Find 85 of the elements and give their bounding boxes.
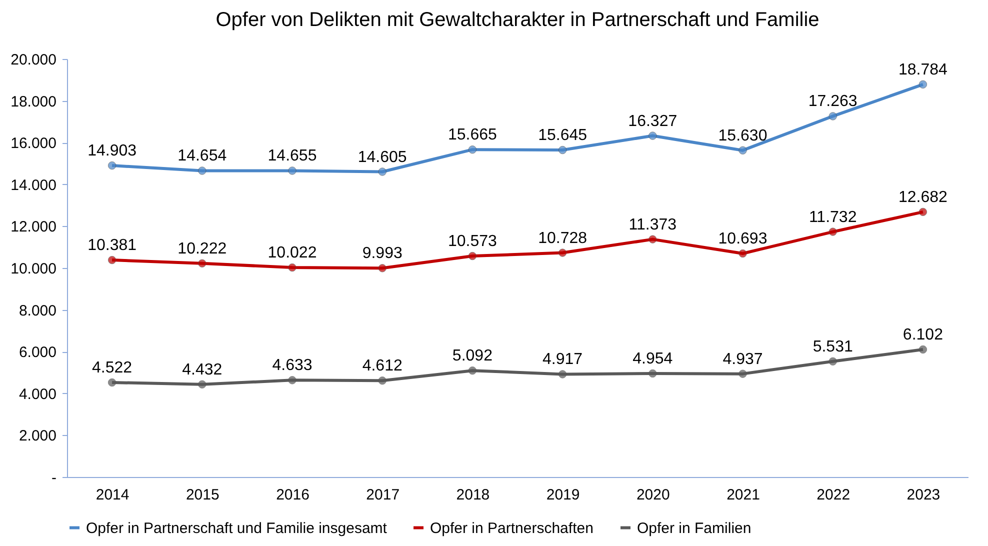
y-tick-label: 4.000 bbox=[18, 386, 56, 403]
point bbox=[378, 264, 386, 272]
y-tick-label: 18.000 bbox=[10, 93, 56, 110]
data-label: 4.954 bbox=[632, 350, 673, 368]
point bbox=[108, 256, 116, 264]
data-label: 4.917 bbox=[542, 351, 583, 368]
x-tick-label: 2018 bbox=[456, 486, 490, 504]
point bbox=[738, 249, 747, 258]
point bbox=[378, 376, 386, 385]
data-label: 10.573 bbox=[448, 233, 498, 250]
y-tick-label: - bbox=[52, 470, 56, 486]
point bbox=[828, 228, 837, 236]
data-label: 10.222 bbox=[178, 240, 227, 258]
x-tick-label: 2014 bbox=[96, 486, 130, 504]
x-tick-label: 2022 bbox=[816, 486, 850, 504]
x-tick-label: 2016 bbox=[276, 486, 310, 504]
data-label: 4.633 bbox=[272, 357, 312, 374]
point bbox=[108, 161, 116, 170]
data-label: 14.655 bbox=[268, 148, 317, 165]
data-label: 4.612 bbox=[362, 358, 402, 375]
point bbox=[558, 370, 567, 378]
data-label: 15.665 bbox=[448, 126, 498, 144]
point bbox=[468, 252, 477, 260]
point bbox=[468, 366, 477, 375]
point bbox=[918, 80, 928, 89]
point bbox=[558, 146, 567, 154]
point bbox=[558, 248, 567, 257]
x-tick-label: 2015 bbox=[186, 486, 220, 504]
point bbox=[918, 208, 928, 216]
data-label: 11.732 bbox=[808, 208, 857, 226]
point bbox=[108, 378, 116, 387]
data-label: 4.937 bbox=[722, 350, 763, 368]
x-tick-label: 2020 bbox=[636, 486, 670, 504]
point bbox=[738, 370, 747, 378]
y-tick-label: 12.000 bbox=[10, 218, 56, 236]
point bbox=[648, 369, 657, 378]
point bbox=[288, 263, 296, 272]
y-tick-label: 8.000 bbox=[18, 302, 56, 320]
point bbox=[198, 166, 206, 175]
data-label: 11.373 bbox=[628, 216, 677, 234]
point bbox=[198, 380, 206, 388]
data-label: 18.784 bbox=[898, 61, 948, 78]
point bbox=[918, 345, 928, 354]
point bbox=[198, 259, 206, 268]
legend-label: Opfer in Familien bbox=[637, 520, 752, 537]
data-label: 4.522 bbox=[92, 359, 132, 376]
data-label: 5.092 bbox=[452, 348, 493, 365]
y-tick-label: 10.000 bbox=[10, 260, 56, 278]
data-label: 14.903 bbox=[88, 142, 137, 160]
point bbox=[288, 376, 296, 384]
point bbox=[378, 168, 386, 176]
y-tick-label: 6.000 bbox=[18, 344, 56, 362]
data-label: 6.102 bbox=[902, 326, 944, 344]
point bbox=[828, 112, 837, 120]
point bbox=[828, 357, 837, 366]
point bbox=[648, 235, 657, 244]
chart-title: Opfer von Delikten mit Gewaltcharakter in Partnerschaft und Familie bbox=[216, 9, 820, 31]
data-label: 15.645 bbox=[538, 127, 588, 144]
data-label: 10.728 bbox=[538, 230, 588, 247]
data-label: 14.654 bbox=[178, 148, 227, 165]
x-tick-label: 2017 bbox=[366, 486, 400, 504]
y-tick-label: 2.000 bbox=[18, 428, 56, 445]
data-label: 9.993 bbox=[362, 245, 402, 262]
data-label: 16.327 bbox=[628, 112, 678, 130]
data-label: 15.630 bbox=[718, 127, 768, 144]
data-label: 14.605 bbox=[358, 148, 407, 166]
point bbox=[468, 145, 477, 154]
x-tick-label: 2019 bbox=[546, 486, 580, 504]
y-tick-label: 16.000 bbox=[10, 135, 56, 152]
data-label: 4.432 bbox=[182, 361, 222, 378]
data-label: 10.022 bbox=[268, 244, 317, 262]
point bbox=[738, 146, 747, 154]
data-label: 10.693 bbox=[718, 230, 768, 248]
legend-label: Opfer in Partnerschaft und Familie insgesamt bbox=[86, 520, 388, 537]
point bbox=[288, 166, 296, 175]
y-tick-label: 14.000 bbox=[10, 176, 56, 194]
data-label: 12.682 bbox=[898, 188, 948, 206]
x-tick-label: 2023 bbox=[906, 486, 940, 504]
data-label: 10.381 bbox=[88, 237, 137, 254]
x-tick-label: 2021 bbox=[726, 486, 760, 504]
legend-label: Opfer in Partnerschaften bbox=[430, 520, 594, 537]
y-tick-label: 20.000 bbox=[10, 52, 56, 68]
data-label: 5.531 bbox=[812, 338, 853, 356]
data-label: 17.263 bbox=[808, 93, 858, 110]
point bbox=[648, 132, 657, 140]
